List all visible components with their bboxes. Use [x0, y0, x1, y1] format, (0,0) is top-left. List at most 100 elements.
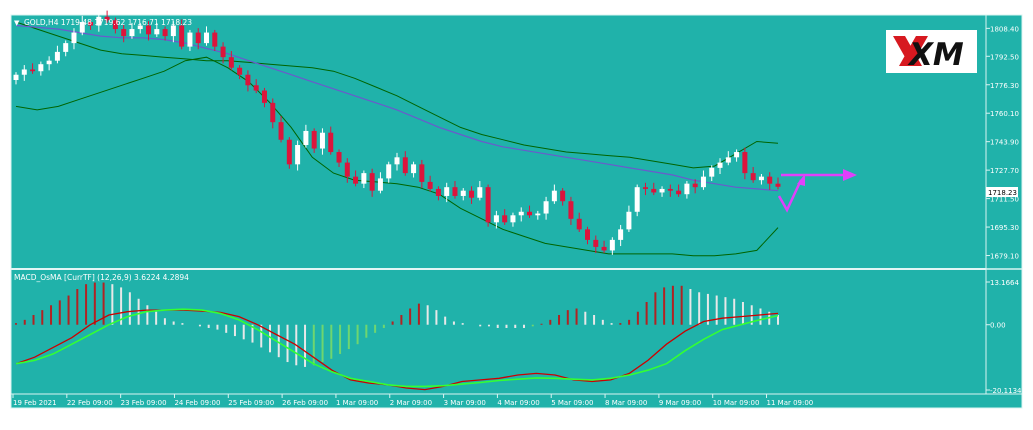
- candle-body: [585, 229, 590, 240]
- candle-body: [684, 183, 690, 195]
- candle-body: [386, 164, 392, 179]
- xm-logo-mark: [893, 36, 928, 66]
- candle-body: [402, 157, 408, 174]
- candle-body: [692, 183, 698, 188]
- candle-body: [212, 32, 218, 47]
- candle-body: [46, 60, 52, 65]
- time-tick-label: 26 Feb 09:00: [282, 399, 328, 407]
- candle-body: [411, 164, 417, 174]
- candle-body: [88, 22, 94, 26]
- candle-body: [253, 85, 259, 91]
- xm-logo: XM: [886, 30, 977, 73]
- candle-body: [162, 29, 168, 37]
- candle-body: [278, 122, 284, 140]
- time-tick-label: 5 Mar 09:00: [551, 399, 593, 407]
- forecast-arrowhead-up: [797, 174, 805, 186]
- chart-frame: [10, 14, 1023, 409]
- candle-body: [286, 139, 292, 165]
- candle-body: [535, 213, 541, 216]
- candle-body: [560, 190, 566, 202]
- indicator-axis-ticks: 13.1664 0.00 -20.1134: [986, 279, 1022, 395]
- candle-body: [510, 215, 516, 223]
- candle-body: [245, 74, 251, 86]
- price-header: GOLD,H4 1719.48 1719.62 1716.71 1718.23: [24, 18, 192, 27]
- candle-body: [154, 29, 160, 35]
- time-tick-label: 10 Mar 09:00: [713, 399, 760, 407]
- candle-body: [750, 173, 756, 181]
- candle-body: [21, 69, 27, 75]
- candle-body: [427, 181, 433, 189]
- time-tick-label: 11 Mar 09:00: [767, 399, 814, 407]
- candle-body: [568, 201, 574, 219]
- candle-body: [104, 16, 110, 21]
- candle-body: [204, 32, 209, 44]
- price-tick-label: 1727.70: [990, 167, 1019, 175]
- candle-body: [319, 132, 325, 149]
- candle-body: [228, 57, 234, 68]
- candle-body: [303, 130, 309, 146]
- time-tick-label: 2 Mar 09:00: [390, 399, 432, 407]
- candle-body: [220, 46, 226, 58]
- indicator-tick-label: -20.1134: [990, 387, 1022, 395]
- candle-body: [593, 239, 599, 247]
- time-tick-label: 24 Feb 09:00: [174, 399, 220, 407]
- forecast-arrow: [777, 169, 857, 213]
- candle-body: [38, 64, 44, 72]
- indicator-header: MACD_OsMA [CurrTF] (12,26,9) 3.6224 4.28…: [14, 273, 189, 282]
- candle-body: [659, 188, 665, 193]
- candle-body: [377, 178, 383, 191]
- candle-body: [435, 188, 441, 196]
- candle-body: [626, 211, 632, 230]
- candle-body: [460, 190, 466, 196]
- candle-body: [634, 187, 640, 212]
- price-tick-label: 1792.50: [990, 53, 1019, 61]
- candle-body: [709, 167, 715, 177]
- candle-body: [79, 22, 85, 33]
- price-panel-background: [11, 15, 986, 268]
- candle-body: [551, 190, 557, 202]
- candle-body: [336, 152, 342, 163]
- candle-body: [13, 74, 19, 81]
- candle-body: [758, 176, 764, 181]
- candle-body: [444, 187, 450, 196]
- candle-body: [667, 188, 673, 191]
- candle-body: [195, 32, 201, 44]
- header-menu-icon[interactable]: ▼: [14, 19, 20, 27]
- candle-body: [237, 67, 243, 75]
- candle-body: [767, 176, 773, 184]
- moving-average-line: [15, 24, 779, 192]
- price-tick-label: 1743.90: [990, 139, 1019, 147]
- candle-body: [187, 32, 193, 47]
- forecast-target-arrowhead: [843, 169, 857, 181]
- candle-body: [361, 173, 367, 184]
- candle-body: [419, 164, 425, 182]
- candle-body: [775, 183, 781, 187]
- candle-body: [311, 130, 317, 149]
- candle-body: [270, 102, 276, 123]
- time-tick-label: 25 Feb 09:00: [228, 399, 274, 407]
- candle-body: [477, 187, 483, 198]
- candle-body: [502, 215, 508, 223]
- candle-body: [344, 162, 350, 177]
- candle-body: [700, 176, 706, 188]
- candle-body: [295, 145, 301, 165]
- candle-body: [527, 211, 533, 216]
- price-axis-ticks: 1808.40 1792.50 1776.30 1760.10 1743.90 1727.…: [986, 25, 1019, 261]
- candle-body: [742, 152, 748, 174]
- candle-body: [112, 20, 118, 30]
- price-tick-label: 1808.40: [990, 25, 1019, 33]
- candle-body: [54, 51, 60, 61]
- price-tick-label: 1711.50: [990, 196, 1019, 204]
- last-price-label: 1718.23: [988, 189, 1017, 197]
- candle-body: [618, 229, 624, 240]
- candle-body: [452, 187, 458, 196]
- bollinger-lower-line: [15, 56, 779, 257]
- bollinger-upper-line: [15, 21, 779, 169]
- time-tick-label: 19 Feb 2021: [13, 399, 57, 407]
- candle-body: [725, 157, 731, 163]
- xm-logo-text: XM: [907, 37, 964, 73]
- time-scale: [11, 394, 1022, 408]
- signal-line: [15, 308, 779, 388]
